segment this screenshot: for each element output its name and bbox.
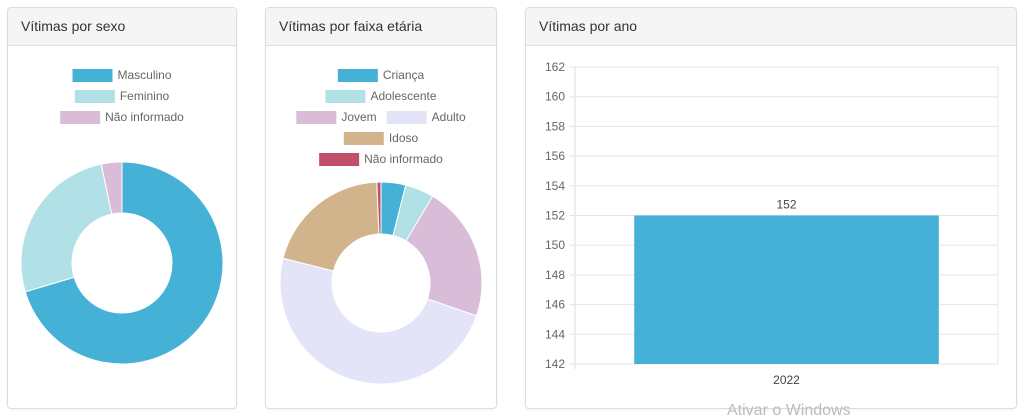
- y-tick-label: 144: [545, 327, 565, 341]
- legend-label: Não informado: [105, 110, 184, 124]
- legend-swatch: [337, 69, 378, 82]
- legend-label: Jovem: [341, 110, 376, 124]
- legend-swatch: [386, 111, 427, 124]
- panel-title: Vítimas por faixa etária: [266, 8, 496, 46]
- y-tick-label: 158: [545, 119, 565, 133]
- legend-swatch: [60, 111, 101, 124]
- panel-title: Vítimas por sexo: [8, 8, 236, 46]
- panel-title: Vítimas por ano: [526, 8, 1016, 46]
- slice-Jovem: [405, 195, 483, 317]
- legend-label: Adolescente: [370, 89, 436, 103]
- legend-label: Adulto: [432, 110, 466, 124]
- legend-swatch: [72, 69, 113, 82]
- legend-label: Criança: [383, 68, 425, 82]
- slice-Masculino: [24, 161, 224, 365]
- legend-swatch: [343, 132, 384, 145]
- legend-swatch: [325, 90, 366, 103]
- y-tick-label: 160: [545, 90, 565, 104]
- legend-label: Masculino: [117, 68, 171, 82]
- slice-Idoso: [282, 181, 380, 272]
- y-tick-label: 148: [545, 268, 565, 282]
- x-tick-label: 2022: [773, 373, 800, 387]
- y-tick-label: 150: [545, 238, 565, 252]
- legend-label: Não informado: [364, 152, 443, 166]
- legend-label: Feminino: [120, 89, 170, 103]
- y-tick-label: 162: [545, 60, 565, 74]
- y-tick-label: 156: [545, 149, 565, 163]
- bar-2022: [634, 215, 939, 364]
- slice-Adulto: [279, 257, 478, 385]
- y-tick-label: 152: [545, 209, 565, 223]
- y-tick-label: 142: [545, 357, 565, 371]
- legend-swatch: [74, 90, 115, 103]
- windows-watermark: Ativar o Windows: [727, 402, 851, 419]
- legend-swatch: [319, 153, 360, 166]
- legend-label: Idoso: [389, 131, 419, 145]
- slice-Feminino: [20, 163, 113, 293]
- y-tick-label: 154: [545, 179, 565, 193]
- slice-Não informado: [376, 181, 382, 235]
- data-label: 152: [776, 198, 796, 212]
- y-tick-label: 146: [545, 298, 565, 312]
- slice-Não informado: [100, 161, 123, 215]
- legend-swatch: [296, 111, 337, 124]
